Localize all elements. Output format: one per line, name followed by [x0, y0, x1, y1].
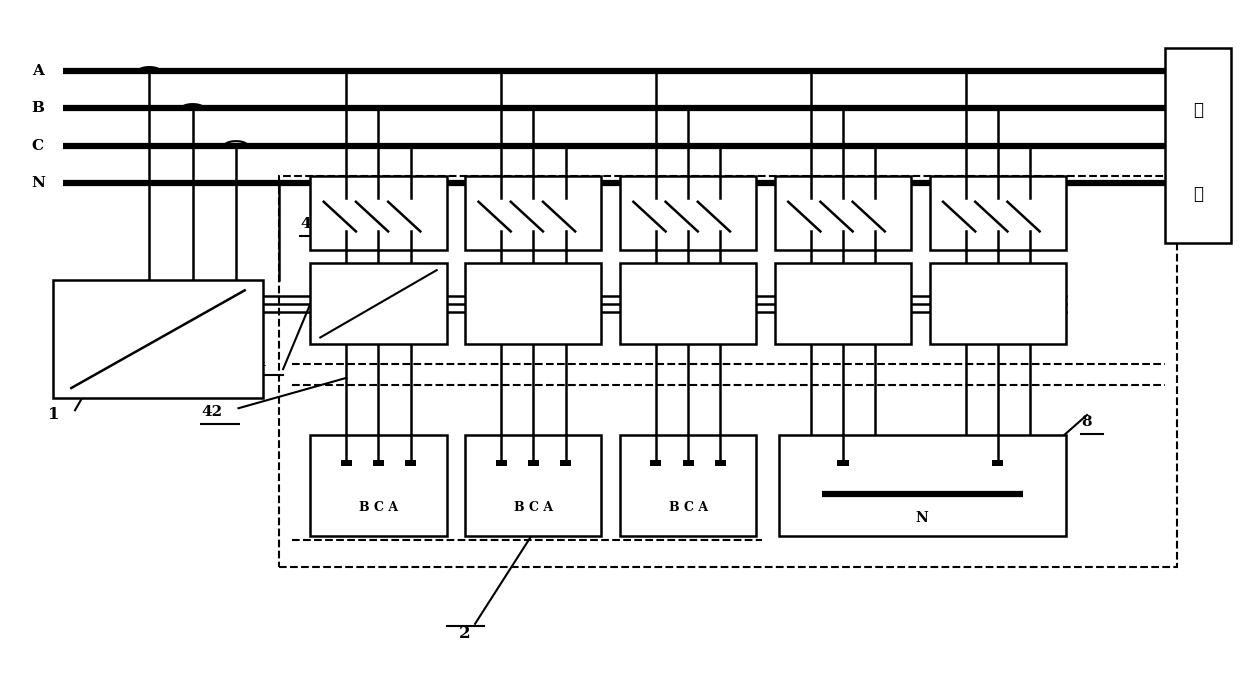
Bar	[465, 176, 601, 250]
Text: 2: 2	[459, 626, 471, 643]
Bar	[620, 263, 756, 344]
Bar	[992, 460, 1003, 466]
Text: 1: 1	[48, 406, 60, 423]
Text: C: C	[32, 138, 43, 153]
Text: B: B	[31, 101, 45, 115]
Text: 42: 42	[201, 404, 222, 418]
Bar	[930, 263, 1066, 344]
Bar	[682, 460, 693, 466]
Bar	[775, 176, 911, 250]
Bar	[310, 176, 446, 250]
Bar	[405, 460, 417, 466]
Bar	[341, 460, 352, 466]
Bar	[714, 460, 725, 466]
Text: N: N	[31, 176, 45, 190]
Text: 8: 8	[1081, 414, 1091, 429]
Bar	[779, 435, 1066, 536]
Text: B C A: B C A	[358, 502, 398, 514]
Text: 户: 户	[1193, 186, 1203, 203]
Bar	[560, 460, 572, 466]
Bar	[310, 435, 446, 536]
Bar	[465, 263, 601, 344]
Bar	[279, 176, 1177, 566]
Text: 4: 4	[300, 217, 311, 232]
Text: A: A	[32, 64, 43, 78]
Bar	[373, 460, 384, 466]
Text: B C A: B C A	[668, 502, 708, 514]
Bar	[53, 280, 263, 398]
Bar	[775, 263, 911, 344]
Text: 用: 用	[1193, 102, 1203, 119]
Bar	[930, 176, 1066, 250]
Bar	[528, 460, 539, 466]
Bar	[650, 460, 661, 466]
Bar	[620, 176, 756, 250]
Text: N: N	[916, 511, 929, 525]
Bar	[496, 460, 507, 466]
Text: B C A: B C A	[513, 502, 553, 514]
Text: 41: 41	[246, 356, 267, 369]
Bar	[310, 263, 446, 344]
Bar	[1166, 48, 1230, 243]
Bar	[620, 435, 756, 536]
Bar	[465, 435, 601, 536]
Bar	[837, 460, 848, 466]
